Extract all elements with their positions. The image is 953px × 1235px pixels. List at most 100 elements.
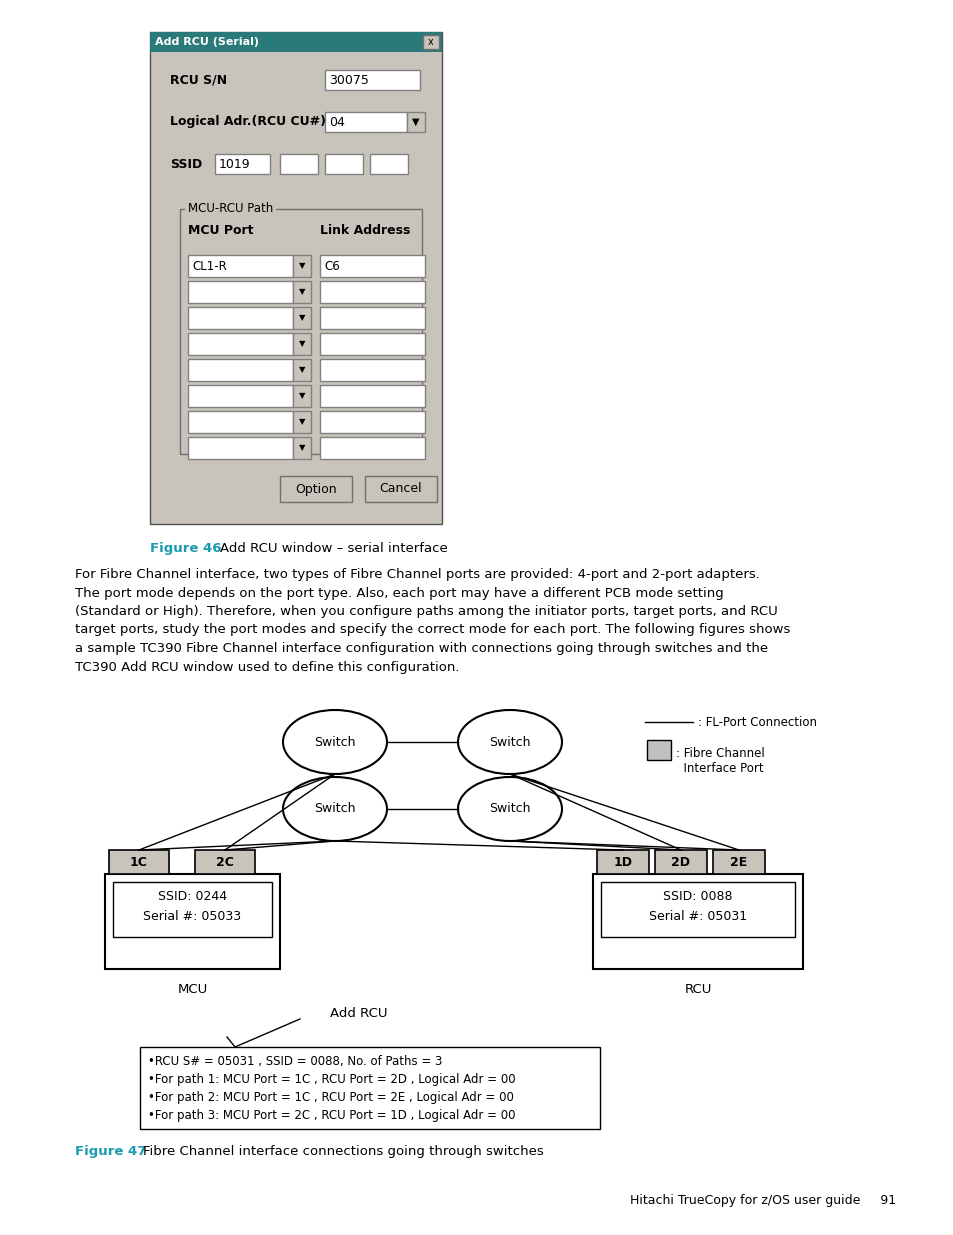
Text: 1019: 1019 <box>219 158 251 170</box>
FancyBboxPatch shape <box>319 308 424 329</box>
Text: CL1-R: CL1-R <box>192 259 227 273</box>
FancyBboxPatch shape <box>280 154 317 174</box>
Text: C6: C6 <box>324 259 339 273</box>
FancyBboxPatch shape <box>140 1047 599 1129</box>
Text: Add RCU (Serial): Add RCU (Serial) <box>154 37 258 47</box>
FancyBboxPatch shape <box>370 154 408 174</box>
Text: •For path 1: MCU Port = 1C , RCU Port = 2D , Logical Adr = 00: •For path 1: MCU Port = 1C , RCU Port = … <box>148 1073 515 1086</box>
FancyBboxPatch shape <box>593 874 802 969</box>
Ellipse shape <box>457 777 561 841</box>
FancyBboxPatch shape <box>109 850 169 874</box>
FancyBboxPatch shape <box>293 333 311 354</box>
FancyBboxPatch shape <box>319 437 424 459</box>
FancyBboxPatch shape <box>293 437 311 459</box>
Text: The port mode depends on the port type. Also, each port may have a different PCB: The port mode depends on the port type. … <box>75 587 723 599</box>
Text: : Fibre Channel: : Fibre Channel <box>676 747 764 760</box>
Text: 04: 04 <box>329 116 345 128</box>
FancyBboxPatch shape <box>188 333 293 354</box>
FancyBboxPatch shape <box>319 359 424 382</box>
FancyBboxPatch shape <box>188 308 293 329</box>
Text: 1C: 1C <box>130 856 148 868</box>
Text: ▼: ▼ <box>298 417 305 426</box>
Text: •For path 2: MCU Port = 1C , RCU Port = 2E , Logical Adr = 00: •For path 2: MCU Port = 1C , RCU Port = … <box>148 1091 514 1104</box>
FancyBboxPatch shape <box>188 282 293 303</box>
Text: RCU S/N: RCU S/N <box>170 74 227 86</box>
FancyBboxPatch shape <box>293 282 311 303</box>
Text: Logical Adr.(RCU CU#): Logical Adr.(RCU CU#) <box>170 116 326 128</box>
Ellipse shape <box>283 777 387 841</box>
Text: Add RCU: Add RCU <box>330 1007 387 1020</box>
FancyBboxPatch shape <box>319 411 424 433</box>
Text: For Fibre Channel interface, two types of Fibre Channel ports are provided: 4-po: For Fibre Channel interface, two types o… <box>75 568 760 580</box>
FancyBboxPatch shape <box>655 850 706 874</box>
Text: Switch: Switch <box>489 736 530 748</box>
FancyBboxPatch shape <box>293 385 311 408</box>
Ellipse shape <box>283 710 387 774</box>
Text: Serial #: 05033: Serial #: 05033 <box>143 910 241 924</box>
Text: Option: Option <box>294 483 336 495</box>
FancyBboxPatch shape <box>293 308 311 329</box>
Text: SSID: SSID <box>170 158 202 170</box>
FancyBboxPatch shape <box>180 209 421 454</box>
FancyBboxPatch shape <box>293 359 311 382</box>
FancyBboxPatch shape <box>597 850 648 874</box>
FancyBboxPatch shape <box>712 850 764 874</box>
Text: RCU: RCU <box>683 983 711 995</box>
Text: target ports, study the port modes and specify the correct mode for each port. T: target ports, study the port modes and s… <box>75 624 789 636</box>
FancyBboxPatch shape <box>188 411 293 433</box>
FancyBboxPatch shape <box>188 359 293 382</box>
Text: ▼: ▼ <box>298 262 305 270</box>
FancyBboxPatch shape <box>194 850 254 874</box>
FancyBboxPatch shape <box>422 35 438 49</box>
Text: (Standard or High). Therefore, when you configure paths among the initiator port: (Standard or High). Therefore, when you … <box>75 605 777 618</box>
Text: SSID: 0244: SSID: 0244 <box>158 889 227 903</box>
FancyBboxPatch shape <box>188 385 293 408</box>
Text: Figure 47: Figure 47 <box>75 1145 146 1158</box>
Text: Cancel: Cancel <box>379 483 422 495</box>
FancyBboxPatch shape <box>325 70 419 90</box>
FancyBboxPatch shape <box>280 475 352 501</box>
Text: SSID: 0088: SSID: 0088 <box>662 889 732 903</box>
FancyBboxPatch shape <box>293 411 311 433</box>
Text: ▼: ▼ <box>298 366 305 374</box>
Text: Serial #: 05031: Serial #: 05031 <box>648 910 746 924</box>
Text: Add RCU window – serial interface: Add RCU window – serial interface <box>220 542 447 555</box>
Text: 1D: 1D <box>613 856 632 868</box>
FancyBboxPatch shape <box>188 437 293 459</box>
FancyBboxPatch shape <box>319 282 424 303</box>
FancyBboxPatch shape <box>188 254 293 277</box>
Text: •RCU S# = 05031 , SSID = 0088, No. of Paths = 3: •RCU S# = 05031 , SSID = 0088, No. of Pa… <box>148 1055 442 1068</box>
Text: Switch: Switch <box>314 803 355 815</box>
FancyBboxPatch shape <box>150 32 441 52</box>
Text: Link Address: Link Address <box>319 225 410 237</box>
FancyBboxPatch shape <box>407 112 424 132</box>
Text: ▼: ▼ <box>298 391 305 400</box>
FancyBboxPatch shape <box>105 874 280 969</box>
Text: Switch: Switch <box>489 803 530 815</box>
Text: •For path 3: MCU Port = 2C , RCU Port = 1D , Logical Adr = 00: •For path 3: MCU Port = 2C , RCU Port = … <box>148 1109 515 1123</box>
FancyBboxPatch shape <box>365 475 436 501</box>
Text: : FL-Port Connection: : FL-Port Connection <box>698 715 816 729</box>
Text: Switch: Switch <box>314 736 355 748</box>
Text: MCU-RCU Path: MCU-RCU Path <box>188 203 273 215</box>
Text: 30075: 30075 <box>329 74 369 86</box>
Text: ▼: ▼ <box>412 117 419 127</box>
FancyBboxPatch shape <box>319 254 424 277</box>
Ellipse shape <box>457 710 561 774</box>
FancyBboxPatch shape <box>293 254 311 277</box>
Text: a sample TC390 Fibre Channel interface configuration with connections going thro: a sample TC390 Fibre Channel interface c… <box>75 642 767 655</box>
Text: Fibre Channel interface connections going through switches: Fibre Channel interface connections goin… <box>143 1145 543 1158</box>
Text: x: x <box>428 37 434 47</box>
Text: 2C: 2C <box>215 856 233 868</box>
Text: MCU Port: MCU Port <box>188 225 253 237</box>
FancyBboxPatch shape <box>319 385 424 408</box>
FancyBboxPatch shape <box>600 882 794 937</box>
Text: Figure 46: Figure 46 <box>150 542 221 555</box>
Text: 2E: 2E <box>730 856 747 868</box>
FancyBboxPatch shape <box>325 154 363 174</box>
FancyBboxPatch shape <box>646 740 670 760</box>
Text: ▼: ▼ <box>298 443 305 452</box>
Text: ▼: ▼ <box>298 340 305 348</box>
FancyBboxPatch shape <box>214 154 270 174</box>
FancyBboxPatch shape <box>112 882 272 937</box>
